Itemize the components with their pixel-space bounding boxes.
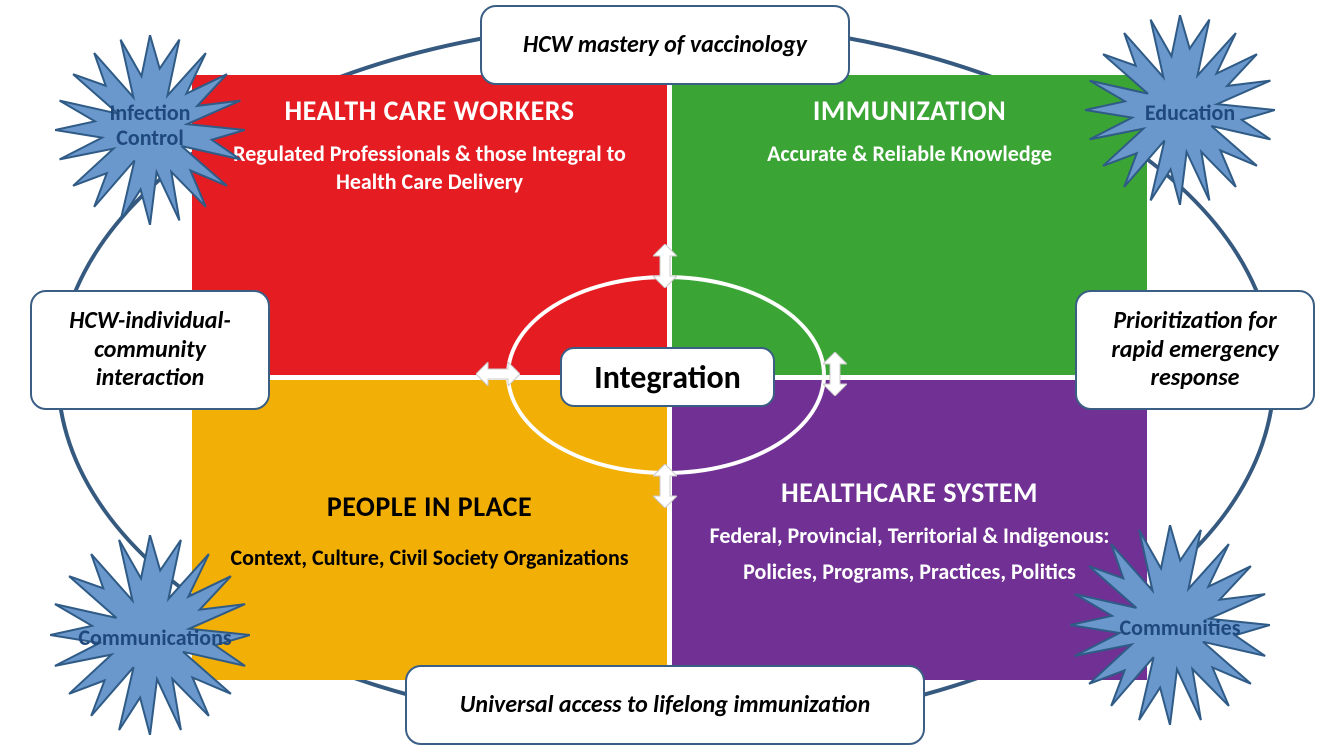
quadrant-title: IMMUNIZATION — [696, 93, 1123, 128]
diagram-canvas: HEALTH CARE WORKERS Regulated Profession… — [0, 0, 1333, 750]
callout-text: Universal access to lifelong immunizatio… — [460, 691, 870, 720]
quadrant-title: HEALTHCARE SYSTEM — [696, 475, 1123, 510]
burst-infection-control — [55, 35, 245, 230]
burst-education — [1085, 15, 1275, 210]
quadrant-subtitle-1: Federal, Provincial, Territorial & Indig… — [696, 522, 1123, 550]
arrow-left-icon — [476, 362, 520, 386]
callout-universal-access: Universal access to lifelong immunizatio… — [405, 665, 925, 745]
quadrant-subtitle-2: Policies, Programs, Practices, Politics — [696, 558, 1123, 586]
quadrant-subtitle: Regulated Professionals & those Integral… — [216, 140, 643, 195]
callout-text: HCW mastery of vaccinology — [523, 31, 807, 60]
callout-hcw-interaction: HCW-individual-community interaction — [30, 290, 270, 410]
quadrant-title: HEALTH CARE WORKERS — [216, 93, 643, 128]
burst-communities — [1070, 525, 1270, 730]
callout-text: Prioritization for rapid emergency respo… — [1095, 307, 1295, 393]
quadrant-subtitle: Accurate & Reliable Knowledge — [696, 140, 1123, 168]
quadrant-subtitle: Context, Culture, Civil Society Organiza… — [216, 544, 643, 572]
quadrant-title: PEOPLE IN PLACE — [216, 489, 643, 524]
callout-text: HCW-individual-community interaction — [50, 307, 250, 393]
arrow-up-icon — [653, 244, 677, 288]
callout-hcw-mastery: HCW mastery of vaccinology — [480, 5, 850, 85]
callout-prioritization: Prioritization for rapid emergency respo… — [1075, 290, 1315, 410]
burst-communications — [50, 535, 250, 740]
arrow-right-icon — [823, 352, 847, 396]
arrow-down-icon — [653, 464, 677, 508]
center-label: Integration — [594, 358, 741, 397]
center-integration-box: Integration — [560, 347, 775, 407]
